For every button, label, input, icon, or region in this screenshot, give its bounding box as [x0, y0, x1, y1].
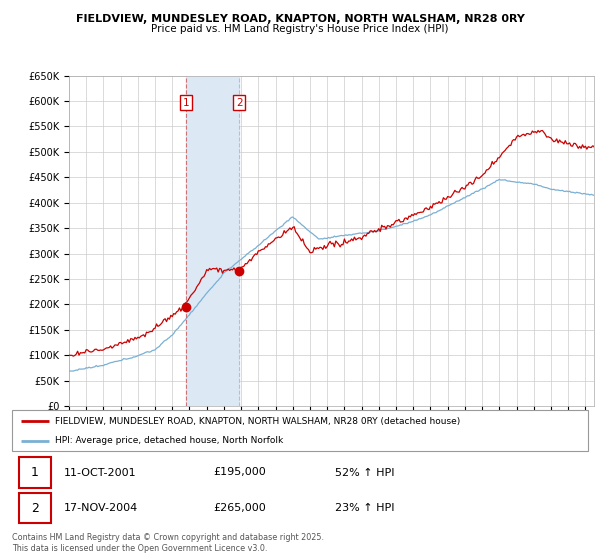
Text: Contains HM Land Registry data © Crown copyright and database right 2025.
This d: Contains HM Land Registry data © Crown c… — [12, 533, 324, 553]
Bar — [186, 76, 239, 406]
Text: FIELDVIEW, MUNDESLEY ROAD, KNAPTON, NORTH WALSHAM, NR28 0RY (detached house): FIELDVIEW, MUNDESLEY ROAD, KNAPTON, NORT… — [55, 417, 460, 426]
Bar — [19, 458, 50, 488]
Text: 11-OCT-2001: 11-OCT-2001 — [64, 468, 136, 478]
Text: Price paid vs. HM Land Registry's House Price Index (HPI): Price paid vs. HM Land Registry's House … — [151, 24, 449, 34]
Bar — [19, 493, 50, 523]
Text: 1: 1 — [182, 97, 189, 108]
Text: 2: 2 — [236, 97, 242, 108]
Text: 52% ↑ HPI: 52% ↑ HPI — [335, 468, 394, 478]
Text: 2: 2 — [31, 502, 38, 515]
Text: 23% ↑ HPI: 23% ↑ HPI — [335, 503, 394, 513]
Text: 17-NOV-2004: 17-NOV-2004 — [64, 503, 138, 513]
Text: 1: 1 — [31, 466, 38, 479]
Text: FIELDVIEW, MUNDESLEY ROAD, KNAPTON, NORTH WALSHAM, NR28 0RY: FIELDVIEW, MUNDESLEY ROAD, KNAPTON, NORT… — [76, 14, 524, 24]
Text: £265,000: £265,000 — [214, 503, 266, 513]
Text: £195,000: £195,000 — [214, 468, 266, 478]
Text: HPI: Average price, detached house, North Norfolk: HPI: Average price, detached house, Nort… — [55, 436, 283, 445]
